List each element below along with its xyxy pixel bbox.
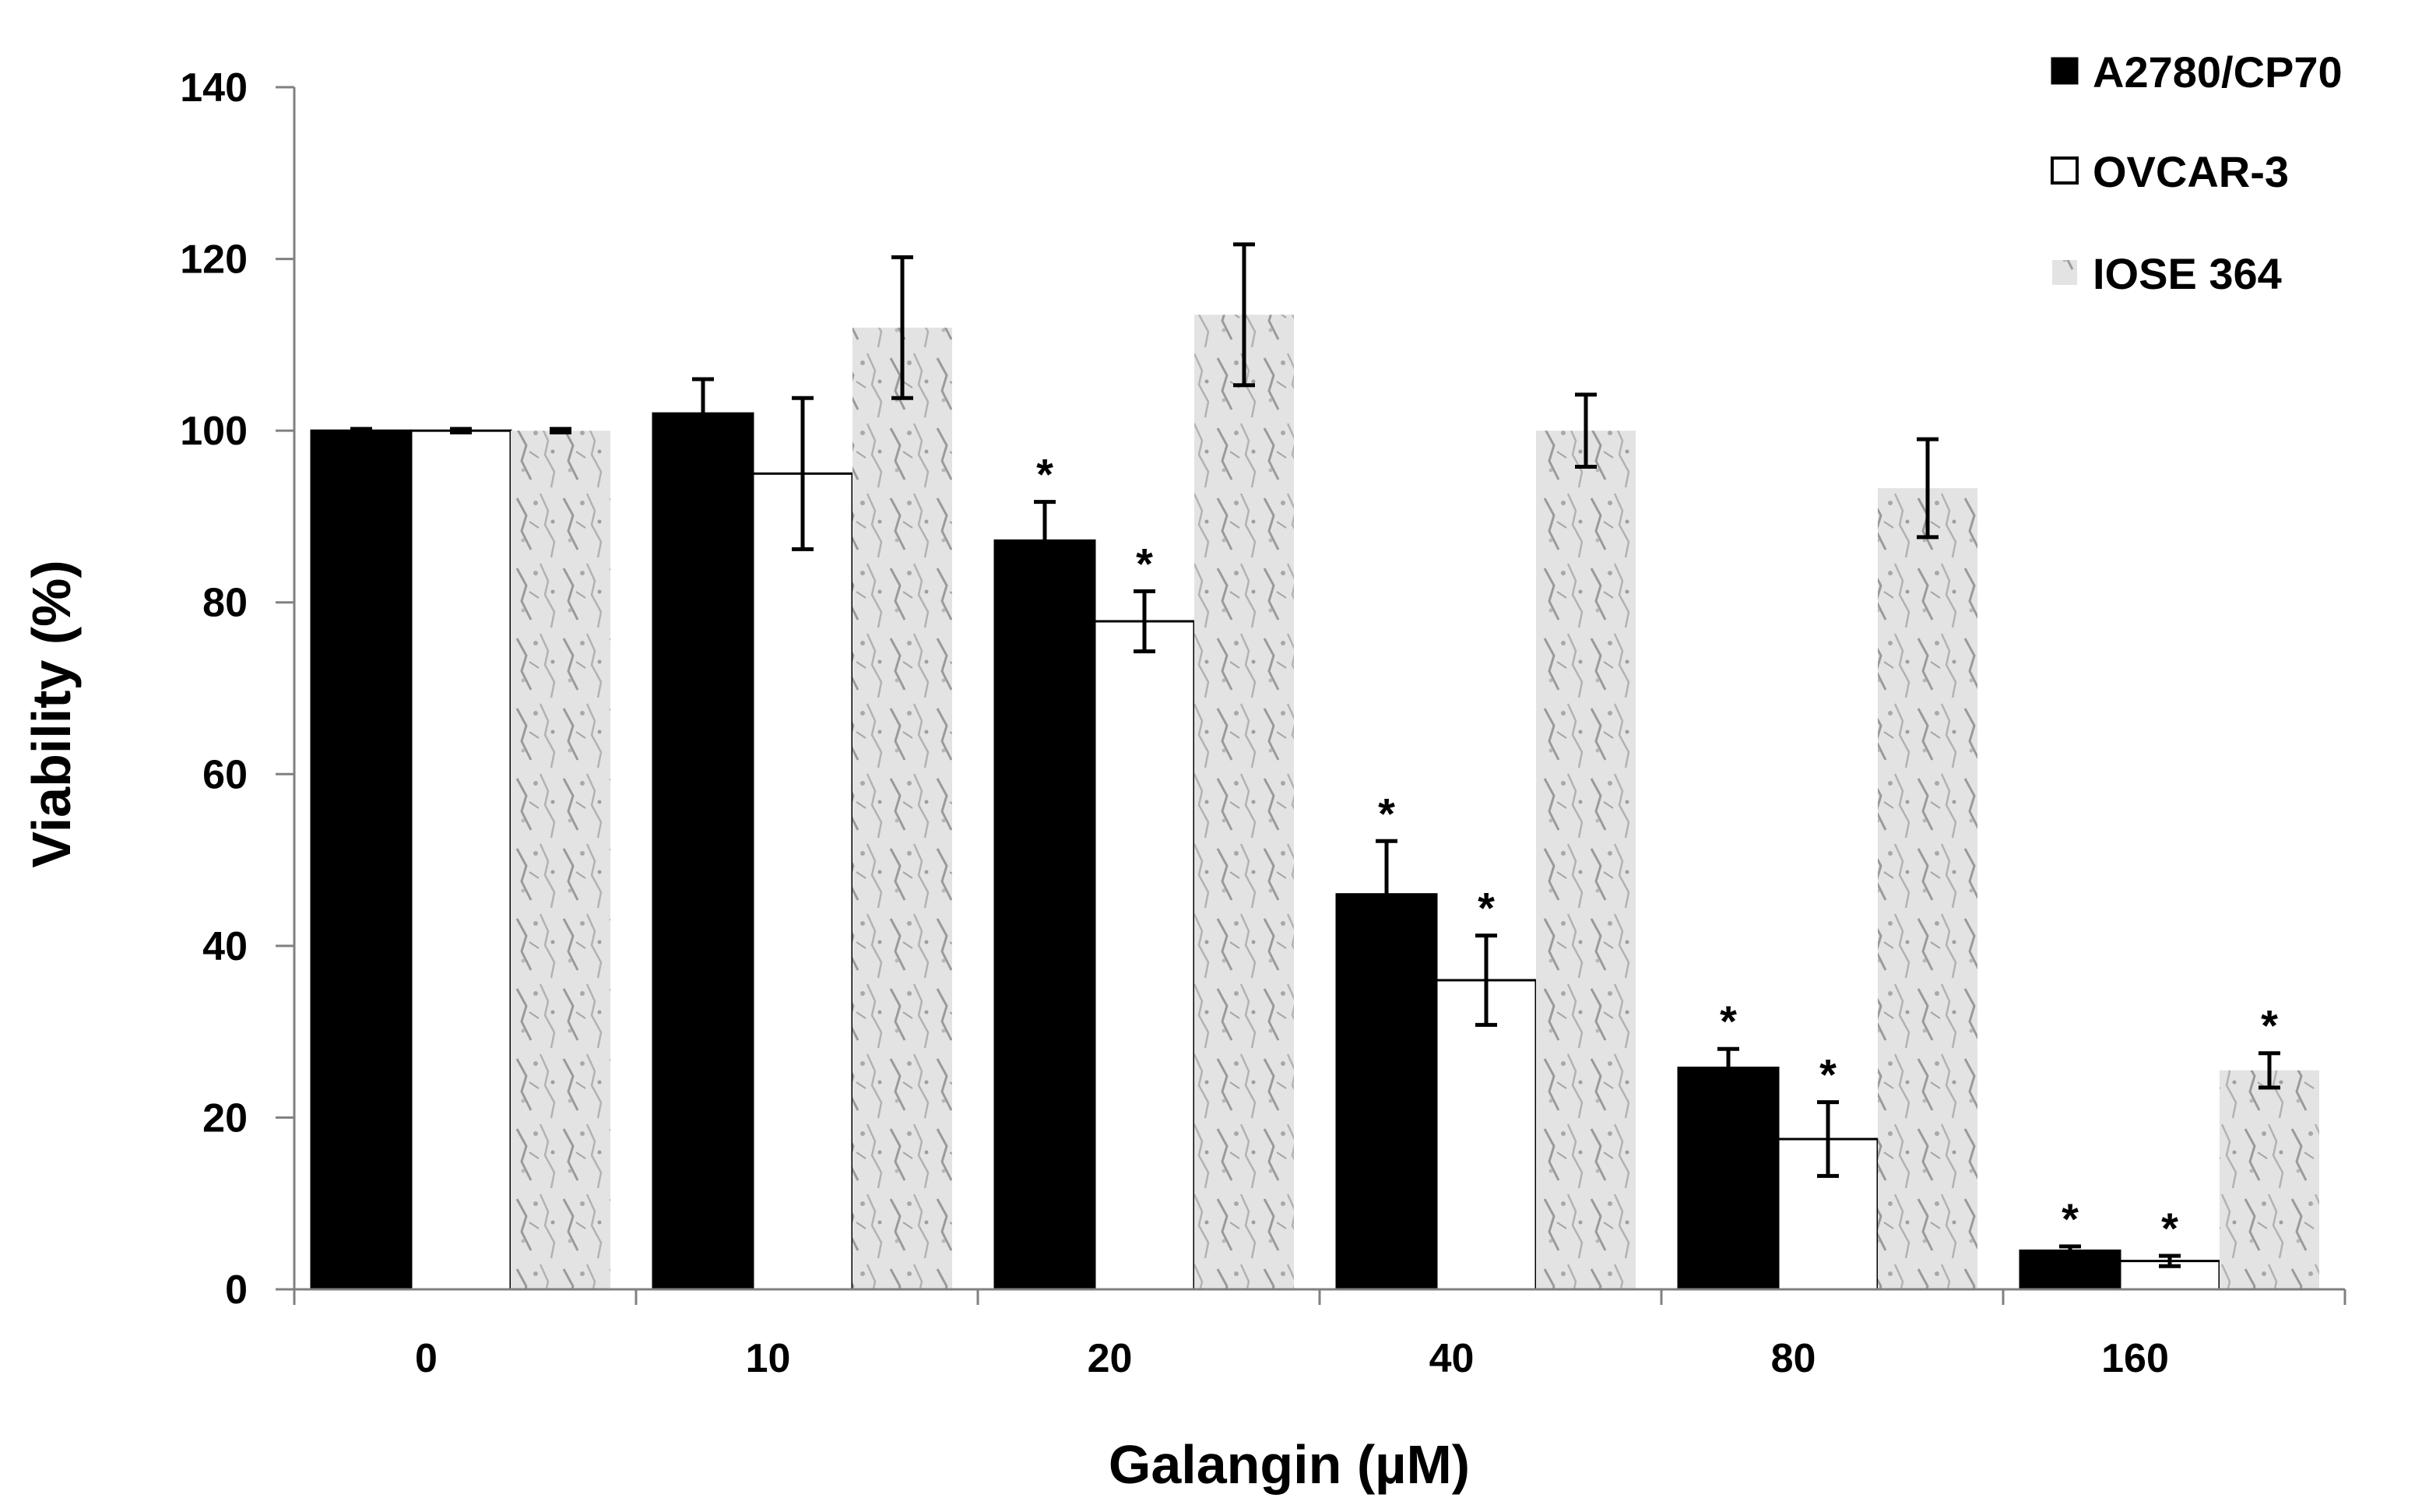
significance-marker-a2780-cp70-80: * (1720, 997, 1737, 1046)
x-tick-label-20: 20 (1088, 1336, 1133, 1381)
bar-ovcar-3-20 (1093, 620, 1196, 1291)
significance-marker-a2780-cp70-40: * (1378, 789, 1395, 838)
significance-marker-iose-364-160: * (2261, 1001, 2278, 1050)
bar-a2780-cp70-20 (993, 539, 1096, 1291)
bar-iose-364-10 (852, 327, 952, 1289)
significance-marker-ovcar-3-160: * (2161, 1204, 2178, 1253)
y-axis-title: Viability (%) (21, 560, 82, 867)
significance-marker-ovcar-3-40: * (1478, 884, 1495, 933)
x-tick-label-80: 80 (1771, 1336, 1816, 1381)
x-tick-label-160: 160 (2101, 1336, 2169, 1381)
y-tick-label-140: 140 (180, 65, 248, 111)
legend-label-ovcar-3: OVCAR-3 (2093, 147, 2289, 196)
x-tick-label-40: 40 (1429, 1336, 1475, 1381)
legend-item-ovcar-3: OVCAR-3 (2051, 147, 2289, 196)
y-tick-label-120: 120 (180, 237, 248, 283)
bar-iose-364-80 (1878, 488, 1977, 1289)
significance-marker-ovcar-3-20: * (1136, 539, 1153, 588)
legend-item-iose-364: IOSE 364 (2052, 249, 2282, 298)
y-tick-label-100: 100 (180, 409, 248, 454)
plot-area: * * * * * * * * * 0 20 40 60 80 100 120 140 0 10 20 40 80 160 (180, 65, 2346, 1381)
y-tick-label-0: 0 (225, 1268, 248, 1313)
bar-iose-364-160 (2220, 1070, 2319, 1289)
bar-iose-364-20 (1194, 315, 1294, 1290)
bar-a2780-cp70-80 (1677, 1066, 1780, 1291)
bar-a2780-cp70-10 (652, 412, 754, 1291)
bar-ovcar-3-0 (410, 429, 512, 1291)
legend: A2780/CP70 OVCAR-3 IOSE 364 (2051, 47, 2343, 298)
legend-label-a2780-cp70: A2780/CP70 (2093, 47, 2343, 97)
legend-label-iose-364: IOSE 364 (2093, 249, 2282, 298)
bar-a2780-cp70-0 (310, 429, 413, 1291)
x-axis-title: Galangin (µM) (1109, 1434, 1470, 1495)
legend-swatch-iose-364 (2052, 260, 2077, 285)
bar-iose-364-0 (511, 431, 610, 1290)
significance-marker-ovcar-3-80: * (1819, 1050, 1837, 1099)
bar-a2780-cp70-160 (2019, 1249, 2121, 1291)
legend-item-a2780-cp70: A2780/CP70 (2051, 47, 2343, 97)
significance-marker-a2780-cp70-20: * (1036, 450, 1053, 499)
significance-marker-a2780-cp70-160: * (2062, 1194, 2079, 1243)
y-tick-label-80: 80 (202, 581, 248, 626)
y-tick-label-40: 40 (202, 924, 248, 969)
y-tick-label-20: 20 (202, 1095, 248, 1141)
legend-swatch-ovcar-3 (2051, 156, 2079, 185)
legend-swatch-a2780-cp70 (2051, 57, 2079, 85)
bar-iose-364-40 (1536, 431, 1636, 1290)
y-tick-label-60: 60 (202, 752, 248, 797)
bar-ovcar-3-10 (751, 472, 854, 1291)
bar-a2780-cp70-40 (1335, 893, 1438, 1291)
x-tick-label-10: 10 (746, 1336, 791, 1381)
x-tick-label-0: 0 (415, 1336, 438, 1381)
